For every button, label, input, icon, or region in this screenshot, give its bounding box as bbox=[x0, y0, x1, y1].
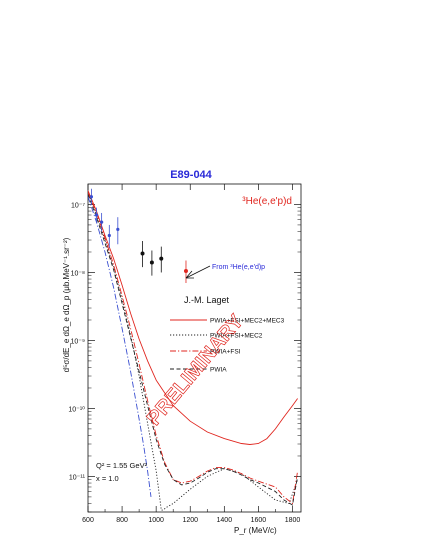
data-point-1-2 bbox=[159, 256, 164, 261]
curve-0 bbox=[88, 190, 298, 445]
y-tick-label-1: 10⁻⁸ bbox=[71, 270, 85, 277]
y-tick-label-4: 10⁻¹¹ bbox=[69, 474, 86, 481]
legend-label-0: PWIA+FSI+MEC2+MEC3 bbox=[210, 317, 285, 324]
annotation-arrowhead bbox=[185, 270, 194, 279]
annotation-text: From ³He(e,e'd)p bbox=[212, 264, 265, 271]
axis-ticks: 600 800 1000 1200 1400 1600 1800 10⁻⁷ 10⁻⁸ 10⁻⁹ 10… bbox=[68, 184, 301, 524]
annotation-group: From ³He(e,e'd)p bbox=[185, 264, 265, 279]
data-point-0-1 bbox=[94, 213, 99, 217]
data-point-1-0 bbox=[140, 251, 145, 256]
author-label: J.-M. Laget bbox=[184, 295, 230, 305]
legend-label-2: PWIA+FSI bbox=[210, 348, 241, 355]
annotation-arrow bbox=[185, 265, 211, 279]
data-point-2-0 bbox=[183, 269, 188, 274]
data-point-0-0 bbox=[89, 195, 94, 199]
x-tick-label-1200: 1200 bbox=[182, 517, 198, 524]
y-tick-label-3: 10⁻¹⁰ bbox=[68, 405, 85, 413]
data-points bbox=[89, 188, 188, 283]
y-tick-label-0: 10⁻⁷ bbox=[71, 202, 85, 209]
kinematics-q2: Q² = 1.55 GeV² bbox=[96, 461, 148, 470]
y-tick-label-2: 10⁻⁹ bbox=[71, 338, 85, 345]
x-tick-label-1600: 1600 bbox=[251, 517, 267, 524]
curve-2 bbox=[88, 192, 299, 505]
legend-label-3: PWIA bbox=[210, 366, 227, 373]
curve-4 bbox=[88, 196, 152, 497]
legend: PWIA+FSI+MEC2+MEC3 PWIA+FSI+MEC2 PWIA+FSI P… bbox=[170, 317, 285, 373]
data-point-0-2 bbox=[100, 220, 104, 224]
chart-title: E89-044 bbox=[170, 169, 212, 181]
x-tick-label-1000: 1000 bbox=[148, 517, 164, 524]
x-tick-label-1400: 1400 bbox=[217, 517, 233, 524]
data-point-0-3 bbox=[107, 233, 111, 238]
curve-1 bbox=[88, 192, 299, 511]
y-axis-label: d⁵σ/dE_e dΩ_e dΩ_p (μb.MeV⁻¹.sr⁻²) bbox=[62, 237, 71, 372]
data-point-1-1 bbox=[149, 260, 154, 265]
x-axis-label: P_r (MeV/c) bbox=[234, 526, 277, 535]
plot-frame bbox=[87, 183, 302, 513]
x-tick-label-1800: 1800 bbox=[285, 517, 301, 524]
watermark: PRELIMINARY bbox=[143, 310, 248, 430]
data-point-0-4 bbox=[116, 227, 120, 231]
theory-curves bbox=[88, 190, 299, 511]
curve-3 bbox=[88, 194, 299, 506]
legend-label-1: PWIA+FSI+MEC2 bbox=[210, 332, 263, 339]
kinematics-x: x = 1.0 bbox=[96, 474, 119, 483]
reaction-label: ³He(e,e'p)d bbox=[242, 196, 292, 207]
x-tick-label-800: 800 bbox=[116, 517, 128, 524]
x-tick-label-600: 600 bbox=[82, 517, 94, 524]
